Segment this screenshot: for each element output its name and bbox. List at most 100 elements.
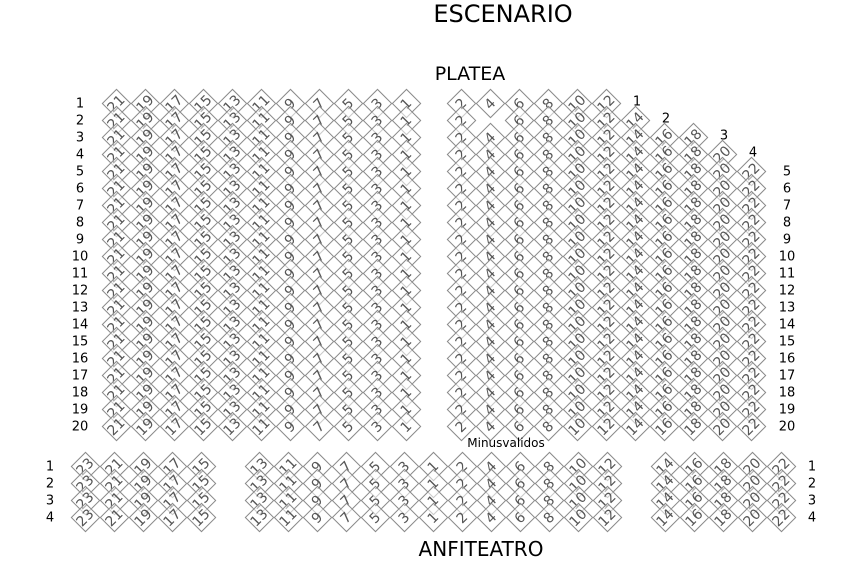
- seat-number: 22: [769, 505, 794, 530]
- anfiteatro-seat[interactable]: 4: [476, 502, 507, 533]
- stage-title: ESCENARIO: [433, 0, 573, 28]
- anfiteatro-row-label-right: 4: [807, 510, 817, 526]
- anfiteatro-seat[interactable]: 5: [360, 502, 391, 533]
- platea-seat[interactable]: 10: [562, 411, 593, 442]
- seat-number: 10: [566, 505, 591, 530]
- platea-row-label-left: 11: [71, 266, 89, 282]
- platea-seat[interactable]: 17: [159, 411, 190, 442]
- anfiteatro-seat[interactable]: 2: [447, 502, 478, 533]
- seat-number: 14: [623, 414, 648, 439]
- platea-seat[interactable]: 9: [275, 411, 306, 442]
- seat-number: 5: [339, 417, 358, 436]
- platea-row-label-left: 14: [71, 317, 89, 333]
- seat-number: 13: [247, 505, 272, 530]
- anfiteatro-row-label-left: 4: [45, 510, 55, 526]
- platea-row-label-right: 16: [778, 351, 796, 367]
- seat-number: 19: [133, 414, 158, 439]
- anfiteatro-seat[interactable]: 11: [273, 502, 304, 533]
- anfiteatro-seat[interactable]: 13: [244, 502, 275, 533]
- seat-number: 2: [453, 508, 472, 527]
- platea-row-label-left: 15: [71, 334, 89, 350]
- seat-number: 17: [162, 414, 187, 439]
- seat-number: 8: [539, 417, 558, 436]
- seat-number: 2: [452, 417, 471, 436]
- anfiteatro-seat[interactable]: 17: [157, 502, 188, 533]
- platea-row-label-left: 1: [75, 96, 85, 112]
- anfiteatro-row-label-left: 1: [45, 459, 55, 475]
- seat-number: 12: [595, 505, 620, 530]
- anfiteatro-seat[interactable]: 9: [302, 502, 333, 533]
- anfiteatro-seat[interactable]: 16: [679, 502, 710, 533]
- seat-number: 9: [281, 417, 300, 436]
- seat-number: 8: [540, 508, 559, 527]
- anfiteatro-seat[interactable]: 12: [592, 502, 623, 533]
- platea-row-label-left: 7: [75, 198, 85, 214]
- seat-number: 7: [310, 417, 329, 436]
- platea-seat[interactable]: 15: [188, 411, 219, 442]
- platea-row-label-left: 3: [75, 130, 85, 146]
- platea-row-label-right: 5: [782, 164, 792, 180]
- anfiteatro-row-label-right: 2: [807, 476, 817, 492]
- anfiteatro-seat[interactable]: 20: [737, 502, 768, 533]
- seat-number: 12: [594, 414, 619, 439]
- seat-number: 21: [104, 414, 129, 439]
- platea-seat[interactable]: 12: [591, 411, 622, 442]
- anfiteatro-seat[interactable]: 6: [505, 502, 536, 533]
- platea-row-label-right: 7: [782, 198, 792, 214]
- anfiteatro-seat[interactable]: 23: [70, 502, 101, 533]
- platea-row-label-left: 6: [75, 181, 85, 197]
- seat-number: 6: [510, 417, 529, 436]
- seat-number: 11: [249, 414, 274, 439]
- platea-seat[interactable]: 19: [130, 411, 161, 442]
- platea-seat[interactable]: 21: [101, 411, 132, 442]
- anfiteatro-row-label-right: 1: [807, 459, 817, 475]
- platea-seat[interactable]: 13: [217, 411, 248, 442]
- platea-row-label-left: 10: [71, 249, 89, 265]
- platea-row-label-right: 2: [661, 111, 671, 127]
- seat-number: 1: [424, 508, 443, 527]
- anfiteatro-seat[interactable]: 14: [650, 502, 681, 533]
- platea-seat[interactable]: 22: [736, 411, 767, 442]
- anfiteatro-seat[interactable]: 8: [534, 502, 565, 533]
- platea-row-label-right: 14: [778, 317, 796, 333]
- platea-seat[interactable]: 11: [246, 411, 277, 442]
- platea-seat[interactable]: 14: [620, 411, 651, 442]
- platea-seat[interactable]: 4: [475, 88, 506, 119]
- anfiteatro-seat[interactable]: 15: [186, 502, 217, 533]
- anfiteatro-seat[interactable]: 18: [708, 502, 739, 533]
- seat-number: 7: [337, 508, 356, 527]
- seat-number: 11: [276, 505, 301, 530]
- platea-row-label-left: 18: [71, 385, 89, 401]
- platea-seat[interactable]: 5: [333, 411, 364, 442]
- anfiteatro-seat[interactable]: 22: [766, 502, 797, 533]
- seat-number: 15: [189, 505, 214, 530]
- platea-row-label-left: 16: [71, 351, 89, 367]
- seat-number: 5: [366, 508, 385, 527]
- platea-row-label-right: 1: [632, 94, 642, 110]
- seat-number: 4: [481, 94, 500, 113]
- seat-number: 20: [710, 414, 735, 439]
- anfiteatro-seat[interactable]: 19: [128, 502, 159, 533]
- platea-row-label-left: 8: [75, 215, 85, 231]
- platea-seat[interactable]: 7: [304, 411, 335, 442]
- anfiteatro-seat[interactable]: 3: [389, 502, 420, 533]
- anfiteatro-seat[interactable]: 21: [99, 502, 130, 533]
- seat-number: 20: [740, 505, 765, 530]
- platea-seat[interactable]: 18: [678, 411, 709, 442]
- seat-number: 22: [739, 414, 764, 439]
- seat-number: 4: [481, 417, 500, 436]
- platea-seat[interactable]: 20: [707, 411, 738, 442]
- seat-number: 3: [395, 508, 414, 527]
- anfiteatro-seat[interactable]: 7: [331, 502, 362, 533]
- platea-seat[interactable]: 3: [362, 411, 393, 442]
- platea-row-label-right: 15: [778, 334, 796, 350]
- platea-row-label-right: 6: [782, 181, 792, 197]
- platea-seat[interactable]: 1: [391, 411, 422, 442]
- platea-seat[interactable]: 16: [649, 411, 680, 442]
- anfiteatro-seat[interactable]: 1: [418, 502, 449, 533]
- platea-row-label-right: 19: [778, 402, 796, 418]
- seat-number: 23: [73, 505, 98, 530]
- anfiteatro-title: ANFITEATRO: [418, 537, 544, 561]
- anfiteatro-seat[interactable]: 10: [563, 502, 594, 533]
